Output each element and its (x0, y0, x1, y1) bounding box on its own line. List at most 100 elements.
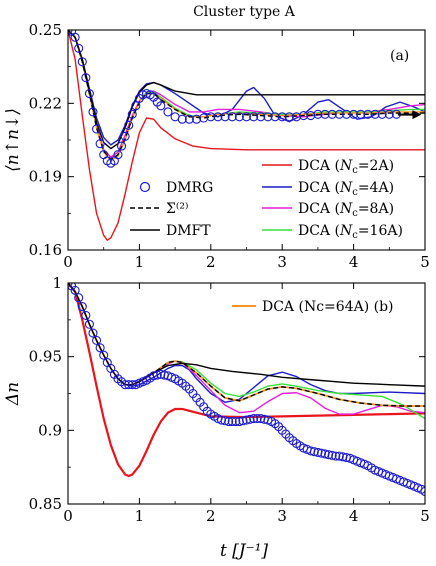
data-point-dmrg-50 (241, 415, 252, 425)
y-tick-label: 0.85 (29, 495, 62, 513)
data-point-dmrg-43 (216, 415, 227, 425)
data-point-dmrg-45 (224, 416, 234, 427)
x-tick-label: 4 (349, 507, 359, 525)
data-point-dmrg-16 (120, 380, 130, 390)
data-point-dmrg-9 (95, 343, 105, 353)
data-point-dmrg-26 (156, 369, 166, 379)
data-point-dmrg-4 (77, 302, 87, 312)
data-point-dmrg-4 (77, 57, 87, 67)
data-point-dmrg-9 (95, 139, 105, 149)
series-line-dca-nc-2a-a (68, 30, 425, 241)
y-tick-label: 0.25 (29, 21, 62, 39)
data-point-dmrg-36 (227, 112, 237, 122)
series-dmrg-a (68, 30, 401, 168)
data-point-dmrg-72 (320, 449, 330, 459)
x-axis-label: t [J⁻¹] (220, 541, 268, 561)
plot-area-a (68, 30, 425, 241)
x-tick-label: 4 (349, 253, 359, 271)
data-point-dmrg-25 (152, 370, 162, 380)
legend-label: DMRG (166, 180, 213, 196)
data-point-dmrg-69 (309, 447, 319, 457)
data-point-dmrg-51 (334, 109, 344, 119)
legend-label: DCA (Nc=4A) (298, 180, 394, 198)
x-tick-label: 2 (206, 253, 216, 271)
data-point-dmrg-3 (74, 293, 84, 303)
data-point-dmrg-45 (291, 112, 302, 122)
plot-area-b (68, 283, 425, 497)
data-point-dmrg-54 (256, 413, 266, 424)
data-point-dmrg-17 (124, 120, 134, 130)
x-tick-label: 0 (63, 507, 73, 525)
data-point-dmrg-76 (334, 451, 344, 461)
data-point-dmrg-40 (256, 112, 266, 122)
x-tick-label: 5 (420, 507, 430, 525)
data-point-dmrg-50 (327, 109, 337, 119)
data-point-dmrg-54 (356, 109, 366, 119)
data-point-dmrg-7 (88, 107, 98, 117)
legend-entry-dmft: DMFT (130, 223, 211, 239)
data-point-dmrg-77 (338, 452, 348, 462)
data-point-dmrg-58 (384, 109, 394, 119)
data-point-dmrg-19 (131, 101, 141, 111)
legend-entry-dca-nc-8a: DCA (Nc=8A) (262, 201, 394, 219)
legend-entry-dmrg: DMRG (139, 180, 213, 196)
data-point-dmrg-55 (363, 109, 373, 119)
data-point-dmrg-18 (127, 109, 137, 119)
data-point-dmrg-6 (84, 89, 94, 99)
data-point-dmrg-27 (163, 107, 173, 117)
data-point-dmrg-52 (249, 413, 259, 424)
data-point-dmrg-46 (299, 111, 309, 121)
x-tick-label: 1 (135, 507, 145, 525)
legend-entry-sigma2: Σ⁽²⁾ (130, 201, 188, 217)
data-point-dmrg-15 (117, 141, 127, 151)
x-tick-label: 5 (420, 253, 430, 271)
x-tick-label: 3 (277, 253, 287, 271)
y-tick-label: 0.16 (29, 241, 62, 259)
series-line-dmft-a (68, 30, 425, 150)
x-tick-label: 2 (206, 507, 216, 525)
data-point-dmrg-48 (313, 109, 323, 119)
y-axis-label-a: ⟨n↑n↓⟩ (3, 108, 23, 172)
data-point-dmrg-10 (99, 350, 109, 360)
data-point-dmrg-56 (370, 109, 380, 119)
panel-b: 0 1 2 3 4 5 0.85 0.9 0.95 1 Δn DCA (Nc=64A) (b) (3, 274, 430, 525)
data-point-dmrg-46 (227, 416, 237, 427)
data-point-dmrg-70 (313, 447, 323, 457)
legend-label: DCA (Nc=64A) (b) (262, 299, 394, 315)
x-tick-label: 0 (63, 253, 73, 271)
legend-label: DMFT (166, 223, 211, 239)
data-point-dmrg-37 (234, 112, 244, 122)
data-point-dmrg-29 (177, 114, 187, 124)
data-point-dmrg-53 (349, 109, 359, 119)
y-tick-label: 0.22 (29, 94, 62, 112)
axes-frame-a (67, 29, 426, 251)
data-point-dmrg-8 (92, 335, 102, 346)
data-point-dmrg-33 (206, 112, 216, 122)
data-point-dmrg-38 (241, 112, 252, 122)
x-tick-label: 3 (277, 507, 287, 525)
data-point-dmrg-53 (252, 413, 262, 424)
data-point-dmrg-73 (324, 450, 334, 460)
data-point-dmrg-57 (377, 109, 387, 119)
data-point-dmrg-3 (74, 43, 84, 53)
legend-label: DCA (Nc=8A) (298, 201, 394, 219)
data-point-dmrg-31 (191, 114, 202, 124)
y-tick-label: 0.19 (29, 168, 62, 186)
data-point-dmrg-5 (81, 310, 91, 320)
data-point-dmrg-16 (120, 131, 130, 141)
legend-marker (139, 181, 151, 193)
data-point-dmrg-5 (81, 73, 91, 83)
data-point-dmrg-17 (124, 380, 134, 390)
data-point-dmrg-41 (263, 112, 273, 122)
legend-label: DCA (Nc=16A) (298, 223, 403, 241)
legend-entry-dca-nc-64a: DCA (Nc=64A) (b) (232, 299, 394, 315)
legend-entry-dca-nc-16a: DCA (Nc=16A) (262, 223, 403, 241)
data-point-dmrg-8 (92, 124, 102, 134)
data-point-dmrg-2 (70, 32, 80, 42)
x-tick-label: 1 (135, 253, 145, 271)
panel-label-a: (a) (390, 48, 409, 64)
data-point-dmrg-75 (331, 451, 341, 461)
data-point-dmrg-18 (127, 380, 137, 390)
data-point-dmrg-7 (88, 328, 98, 338)
